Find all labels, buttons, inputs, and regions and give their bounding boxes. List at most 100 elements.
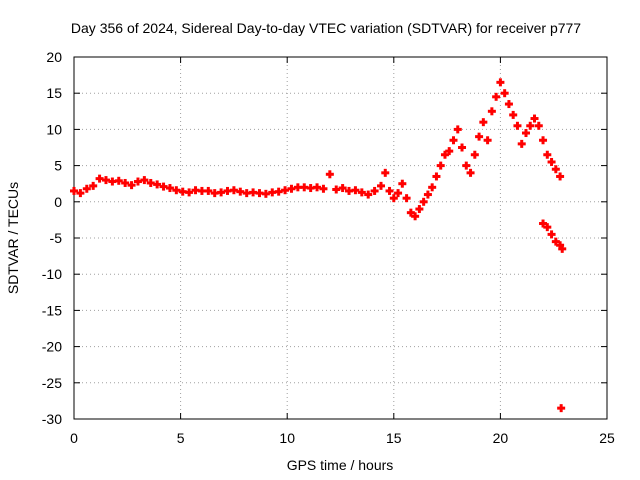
data-point xyxy=(504,100,513,109)
data-point xyxy=(95,174,104,183)
data-point xyxy=(249,188,258,197)
data-point xyxy=(204,186,213,195)
x-tick-label: 25 xyxy=(599,430,615,446)
y-tick-label: 20 xyxy=(46,49,62,65)
data-point xyxy=(217,188,226,197)
data-point xyxy=(534,121,543,130)
x-tick-label: 5 xyxy=(177,430,185,446)
data-point xyxy=(242,189,251,198)
data-point xyxy=(229,186,238,195)
data-point xyxy=(419,197,428,206)
data-point xyxy=(223,186,232,195)
y-tick-label: -25 xyxy=(42,375,62,391)
data-point xyxy=(140,176,149,185)
data-point xyxy=(462,161,471,170)
data-point xyxy=(313,183,322,192)
data-point xyxy=(539,136,548,145)
data-point xyxy=(281,186,290,195)
data-point xyxy=(551,165,560,174)
y-tick-label: -20 xyxy=(42,339,62,355)
data-point xyxy=(185,188,194,197)
data-point xyxy=(178,187,187,196)
x-tick-label: 15 xyxy=(386,430,402,446)
x-tick-label: 0 xyxy=(70,430,78,446)
x-axis-ticks: 0 5 10 15 20 25 xyxy=(70,57,615,446)
x-axis-title: GPS time / hours xyxy=(287,457,394,473)
data-point xyxy=(76,189,85,198)
data-point xyxy=(261,189,270,198)
y-tick-label: 0 xyxy=(54,194,62,210)
data-point xyxy=(475,132,484,141)
data-point xyxy=(543,223,552,232)
data-point xyxy=(255,189,264,198)
data-point xyxy=(513,121,522,130)
data-point xyxy=(133,177,142,186)
y-tick-label: -5 xyxy=(50,230,63,246)
y-tick-label: 5 xyxy=(54,158,62,174)
data-point xyxy=(345,186,354,195)
x-tick-label: 20 xyxy=(493,430,509,446)
data-point xyxy=(268,188,277,197)
data-point xyxy=(453,125,462,134)
data-point xyxy=(470,150,479,159)
data-point xyxy=(325,170,334,179)
data-point xyxy=(411,212,420,221)
data-point xyxy=(146,178,155,187)
data-point xyxy=(423,190,432,199)
data-point xyxy=(517,139,526,148)
data-point xyxy=(509,110,518,119)
data-point xyxy=(496,78,505,87)
data-point xyxy=(121,178,130,187)
data-points xyxy=(70,78,567,413)
data-point xyxy=(236,187,245,196)
grid-lines xyxy=(74,57,607,419)
data-point xyxy=(127,181,136,190)
y-tick-label: -10 xyxy=(42,266,62,282)
data-point xyxy=(370,186,379,195)
data-point xyxy=(394,189,403,198)
y-tick-label: 10 xyxy=(46,121,62,137)
data-point xyxy=(287,184,296,193)
data-point xyxy=(300,183,309,192)
data-point xyxy=(101,176,110,185)
data-point xyxy=(165,184,174,193)
data-point xyxy=(389,194,398,203)
data-point xyxy=(114,176,123,185)
data-point xyxy=(89,181,98,190)
data-point xyxy=(406,208,415,217)
y-axis-title: SDTVAR / TECUs xyxy=(5,182,21,294)
data-point xyxy=(539,219,548,228)
y-axis-ticks: 20 15 10 5 0 -5 -10 -15 -20 -25 -30 xyxy=(42,49,607,427)
data-point xyxy=(357,188,366,197)
y-tick-label: 15 xyxy=(46,85,62,101)
data-point xyxy=(547,230,556,239)
data-point xyxy=(558,244,567,253)
data-point xyxy=(557,404,566,413)
data-point xyxy=(526,121,535,130)
data-point xyxy=(364,190,373,199)
data-point xyxy=(521,129,530,138)
data-point xyxy=(440,150,449,159)
data-point xyxy=(197,186,206,195)
data-point xyxy=(153,180,162,189)
data-point xyxy=(479,118,488,127)
y-tick-label: -30 xyxy=(42,411,62,427)
data-point xyxy=(415,205,424,214)
data-point xyxy=(191,186,200,195)
data-point xyxy=(551,237,560,246)
data-point xyxy=(351,186,360,195)
data-point xyxy=(547,157,556,166)
data-point xyxy=(172,186,181,195)
data-point xyxy=(445,147,454,156)
data-point xyxy=(210,189,219,198)
data-point xyxy=(381,168,390,177)
data-point xyxy=(466,168,475,177)
chart-title: Day 356 of 2024, Sidereal Day-to-day VTE… xyxy=(71,20,581,36)
data-point xyxy=(432,172,441,181)
data-point xyxy=(556,172,565,181)
data-point xyxy=(332,185,341,194)
data-point xyxy=(556,241,565,250)
data-point xyxy=(108,177,117,186)
data-point xyxy=(398,179,407,188)
